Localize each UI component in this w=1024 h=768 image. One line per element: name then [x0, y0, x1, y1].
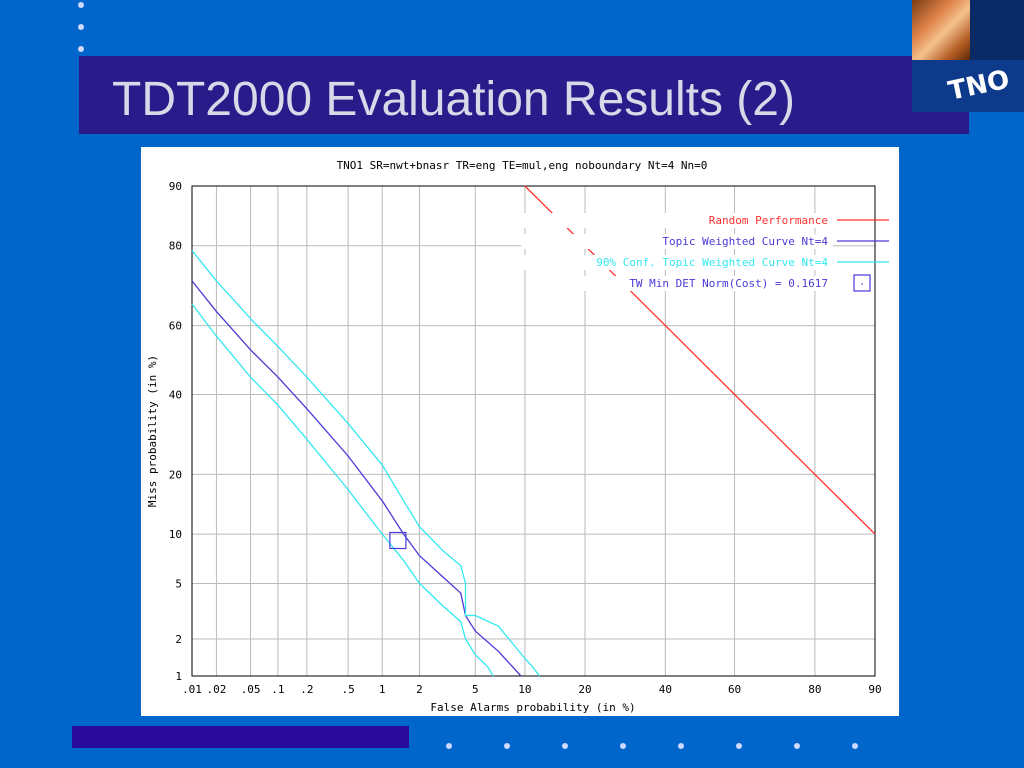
series-line-2	[191, 250, 541, 677]
x-tick-label: .05	[241, 683, 261, 696]
x-tick-label: 10	[518, 683, 531, 696]
y-tick-label: 60	[169, 320, 182, 333]
legend-swatch-dot	[861, 283, 863, 285]
legend-bg	[521, 213, 833, 228]
x-tick-label: .01	[182, 683, 202, 696]
y-tick-label: 80	[169, 240, 182, 253]
y-tick-label: 2	[175, 633, 182, 646]
x-tick-label: 2	[416, 683, 423, 696]
det-plot-panel: .01 .02 .05 .1 .2 .5 1 2 5 10 20 40 60 80 90 1 2 5 10 20 40…	[141, 147, 899, 716]
x-tick-label: .1	[271, 683, 284, 696]
legend-label: 90% Conf. Topic Weighted Curve Nt=4	[596, 256, 828, 269]
x-tick-label: 40	[659, 683, 672, 696]
y-tick-label: 40	[169, 388, 182, 401]
y-tick-label: 5	[175, 577, 182, 590]
min-cost-marker	[389, 531, 407, 550]
y-axis-label: Miss probability (in %)	[146, 355, 159, 507]
x-axis-label: False Alarms probability (in %)	[430, 701, 635, 714]
tno-logo: TNO	[912, 0, 1024, 112]
y-tick-label: 90	[169, 180, 182, 193]
det-chart: .01 .02 .05 .1 .2 .5 1 2 5 10 20 40 60 80 90 1 2 5 10 20 40…	[146, 159, 889, 714]
chart-grid	[191, 185, 876, 677]
title-bar	[79, 56, 969, 134]
logo-panel	[970, 0, 1024, 60]
y-tick-label: 1	[175, 670, 182, 683]
x-tick-label: .02	[207, 683, 227, 696]
y-tick-label: 20	[169, 468, 182, 481]
plot-frame	[191, 185, 876, 677]
x-tick-label: 5	[472, 683, 479, 696]
x-tick-label: 20	[578, 683, 591, 696]
legend-bg	[521, 234, 833, 249]
logo-text: TNO	[946, 65, 1013, 107]
x-tick-label: .5	[342, 683, 355, 696]
legend-bg	[539, 276, 831, 291]
legend-label: TW Min DET Norm(Cost) = 0.1617	[629, 277, 828, 290]
logo-photo	[912, 0, 970, 60]
x-tick-label: 60	[728, 683, 741, 696]
slide-title: TDT2000 Evaluation Results (2)	[112, 73, 795, 126]
series-line-1	[191, 280, 522, 677]
x-tick-label: 80	[808, 683, 821, 696]
bottom-bar	[72, 726, 409, 748]
legend-swatch	[853, 274, 871, 292]
series-line-3	[191, 303, 494, 677]
legend-label: Topic Weighted Curve Nt=4	[662, 235, 828, 248]
y-tick-label: 10	[169, 528, 182, 541]
x-tick-label: 90	[868, 683, 881, 696]
chart-title: TNO1 SR=nwt+bnasr TR=eng TE=mul,eng nobo…	[337, 159, 708, 172]
logo-mark: TNO	[912, 60, 1024, 112]
x-tick-label: .2	[300, 683, 313, 696]
legend-bg	[521, 255, 833, 270]
x-tick-label: 1	[379, 683, 386, 696]
legend-label: Random Performance	[709, 214, 828, 227]
